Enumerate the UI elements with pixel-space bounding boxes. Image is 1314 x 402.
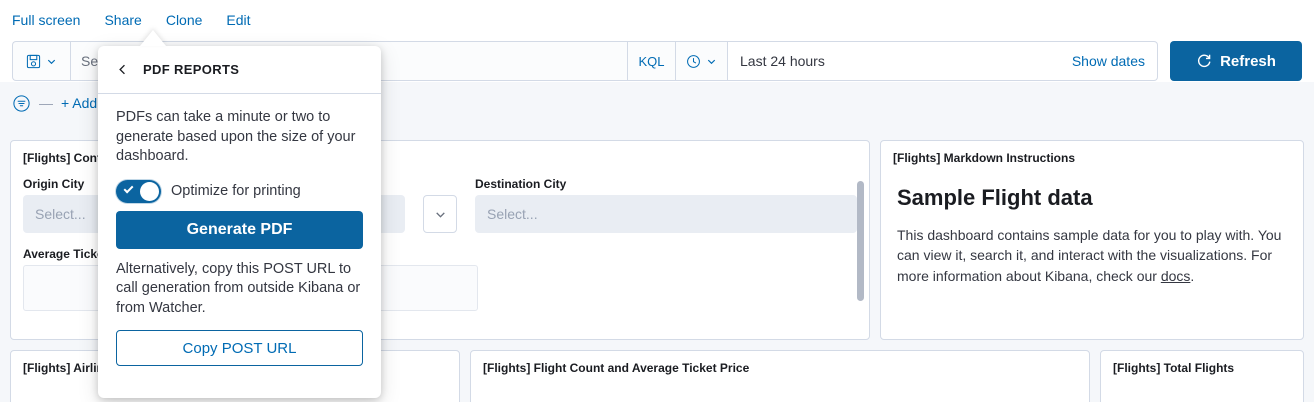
chevron-down-icon xyxy=(434,208,447,221)
panel-flights-flight-count-avg-ticket-price: [Flights] Flight Count and Average Ticke… xyxy=(470,350,1090,402)
toggle-knob xyxy=(140,181,159,201)
popover-alt-text: Alternatively, copy this POST URL to cal… xyxy=(116,260,361,316)
panel-title: [Flights] Markdown Instructions xyxy=(893,151,1075,165)
filter-icon[interactable] xyxy=(12,94,31,113)
menu-edit[interactable]: Edit xyxy=(226,12,251,28)
show-dates-button[interactable]: Show dates xyxy=(1071,53,1145,69)
filter-separator: — xyxy=(39,95,53,111)
chevron-left-icon[interactable] xyxy=(116,63,129,76)
save-floppy-icon xyxy=(26,54,41,69)
destination-city-label: Destination City xyxy=(475,177,567,191)
panel-title: [Flights] Flight Count and Average Ticke… xyxy=(483,361,750,375)
markdown-text-before-link: This dashboard contains sample data for … xyxy=(897,227,1282,284)
pdf-reports-popover: PDF REPORTS PDFs can take a minute or tw… xyxy=(98,46,381,398)
panel-flights-total-flights: [Flights] Total Flights xyxy=(1100,350,1304,402)
refresh-label: Refresh xyxy=(1220,52,1276,70)
date-range-display[interactable]: Last 24 hours Show dates xyxy=(728,41,1158,81)
docs-link[interactable]: docs xyxy=(1160,267,1191,284)
destination-city-control: Destination City Select... xyxy=(475,177,857,233)
optimize-printing-row: Optimize for printing xyxy=(116,179,363,203)
panel-title: [Flights] Controls xyxy=(23,151,123,165)
origin-city-label: Origin City xyxy=(23,177,85,191)
panel-flights-markdown-instructions: [Flights] Markdown Instructions Sample F… xyxy=(880,140,1304,340)
refresh-icon xyxy=(1196,53,1212,69)
clock-icon xyxy=(686,54,701,69)
optimize-for-printing-label: Optimize for printing xyxy=(171,183,301,200)
saved-query-button[interactable] xyxy=(12,41,70,81)
chevron-down-icon xyxy=(46,56,57,67)
origin-city-chevron-button[interactable] xyxy=(423,195,457,233)
popover-arrow xyxy=(140,30,166,46)
menu-clone[interactable]: Clone xyxy=(165,12,203,28)
markdown-body: Sample Flight data This dashboard contai… xyxy=(881,169,1303,286)
check-icon xyxy=(123,183,134,194)
refresh-button[interactable]: Refresh xyxy=(1170,41,1302,81)
panel-title: [Flights] Total Flights xyxy=(1113,361,1235,375)
markdown-heading: Sample Flight data xyxy=(897,185,1093,210)
markdown-paragraph: This dashboard contains sample data for … xyxy=(897,225,1287,286)
destination-city-select[interactable]: Select... xyxy=(475,195,857,233)
popover-title: PDF REPORTS xyxy=(143,62,240,77)
menu-full-screen[interactable]: Full screen xyxy=(12,12,81,28)
date-quick-select-button[interactable] xyxy=(676,41,728,81)
dashboard-top-menu: Full screen Share Clone Edit xyxy=(0,0,1314,40)
date-range-value: Last 24 hours xyxy=(740,53,825,69)
kql-language-button[interactable]: KQL xyxy=(628,41,676,81)
markdown-text-after-link: . xyxy=(1190,267,1195,284)
controls-panel-scrollbar[interactable] xyxy=(857,181,864,301)
generate-pdf-button[interactable]: Generate PDF xyxy=(116,210,363,249)
copy-post-url-button[interactable]: Copy POST URL xyxy=(116,330,363,367)
popover-body: PDFs can take a minute or two to generat… xyxy=(98,94,381,367)
chevron-down-icon xyxy=(706,56,717,67)
popover-header: PDF REPORTS xyxy=(98,46,381,94)
optimize-for-printing-toggle[interactable] xyxy=(116,179,161,203)
popover-description: PDFs can take a minute or two to generat… xyxy=(116,109,356,165)
menu-share[interactable]: Share xyxy=(104,12,142,28)
